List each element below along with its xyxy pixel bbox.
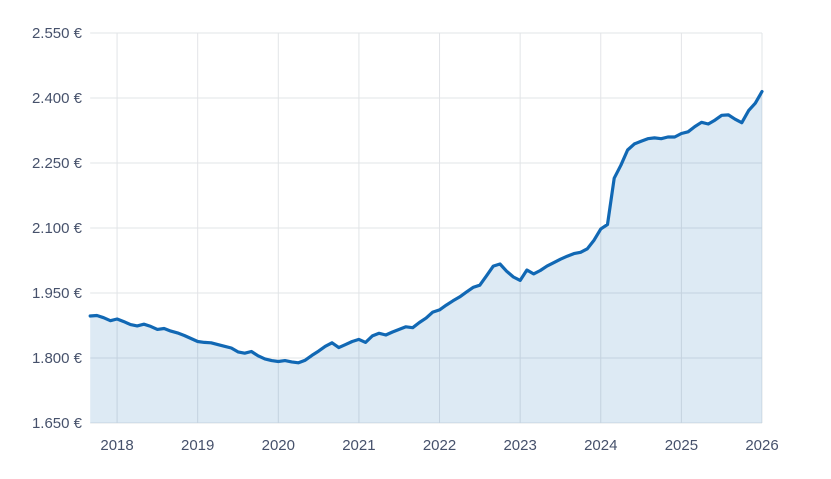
area-fill	[90, 91, 762, 423]
y-axis-labels: 2.550 € 2.400 € 2.250 € 2.100 € 1.950 € 1.800…	[32, 25, 83, 432]
y-axis-tick-label: 1.800 €	[32, 350, 83, 367]
price-line	[88, 89, 764, 365]
y-axis-tick-label: 2.550 €	[32, 25, 83, 42]
y-axis-tick-label: 2.100 €	[32, 220, 83, 237]
x-axis-tick-label: 2019	[181, 437, 214, 454]
horizontal-gridlines	[90, 32, 762, 424]
y-axis-tick-label: 2.250 €	[32, 155, 83, 172]
x-axis-tick-label: 2023	[503, 437, 536, 454]
y-axis-tick-label: 1.650 €	[32, 415, 83, 432]
y-axis-tick-label: 2.400 €	[32, 90, 83, 107]
x-axis-tick-label: 2020	[262, 437, 295, 454]
x-axis-tick-label: 2021	[342, 437, 375, 454]
x-axis-tick-label: 2025	[665, 437, 698, 454]
x-axis-tick-label: 2026	[745, 437, 778, 454]
x-axis-tick-label: 2022	[423, 437, 456, 454]
x-axis-labels: 2018 2019 2020 2021 2022 2023 2024 2025 2026	[100, 437, 778, 454]
y-axis-tick-label: 1.950 €	[32, 285, 83, 302]
x-axis-tick-label: 2024	[584, 437, 617, 454]
x-axis-tick-label: 2018	[100, 437, 133, 454]
